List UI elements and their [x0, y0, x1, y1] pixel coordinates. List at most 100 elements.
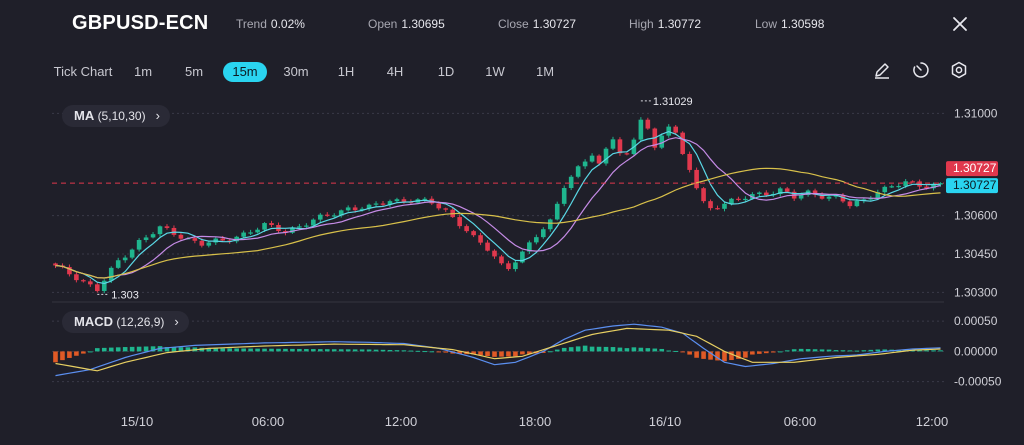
candle [847, 201, 853, 207]
macd-histogram-bar [596, 346, 602, 352]
candle [108, 267, 114, 281]
candle [122, 257, 128, 261]
timeframe-1h[interactable]: 1H [337, 64, 355, 79]
candle [464, 226, 469, 232]
macd-tick-label: 0.00000 [954, 344, 998, 358]
chevron-right-icon: › [174, 314, 179, 329]
macd-histogram-bar [345, 349, 351, 352]
macd-histogram-bar [101, 347, 107, 352]
candle [659, 135, 665, 148]
timeframe-1d[interactable]: 1D [437, 64, 455, 79]
candle [743, 198, 748, 201]
candle [143, 237, 149, 240]
price-tick-label: 1.30600 [954, 209, 998, 223]
macd-histogram-bar [88, 351, 93, 353]
macd-histogram-bar [729, 351, 734, 361]
candle [736, 198, 741, 200]
macd-histogram-bar [241, 348, 246, 352]
candle [826, 196, 832, 199]
macd-indicator-pill[interactable]: MACD (12,26,9) › [62, 311, 189, 333]
macd-histogram-bar [290, 348, 295, 352]
macd-histogram-bar [854, 350, 860, 352]
ma-indicator-pill[interactable]: MA (5,10,30) › [62, 105, 170, 127]
candle [603, 148, 609, 164]
macd-histogram-bar [213, 348, 219, 352]
macd-histogram-bar [178, 347, 184, 352]
signal-line [55, 327, 941, 372]
candle [534, 237, 539, 243]
macd-histogram-bar [631, 347, 637, 352]
timeframe-1w[interactable]: 1W [485, 64, 505, 79]
timeframe-5m[interactable]: 5m [184, 64, 204, 79]
settings-icon[interactable] [949, 60, 969, 80]
macd-histogram-bar [861, 350, 867, 352]
symbol-title: GBPUSD-ECN [72, 12, 209, 34]
timeframe-1m[interactable]: 1m [133, 64, 153, 79]
candle [255, 229, 260, 233]
macd-histogram-bar [394, 350, 400, 352]
candle [331, 215, 337, 217]
macd-line [55, 323, 941, 377]
macd-histogram-bar [359, 349, 365, 352]
macd-histogram-bar [108, 347, 114, 352]
macd-histogram-bar [938, 350, 943, 352]
macd-histogram-bar [617, 347, 623, 352]
macd-histogram-bar [506, 351, 511, 357]
macd-histogram-bar [150, 346, 156, 352]
macd-histogram-bar [136, 346, 142, 352]
candle [513, 262, 518, 270]
macd-histogram-bar [770, 351, 776, 353]
macd-histogram-bar [283, 348, 288, 352]
candle [589, 155, 595, 162]
candle [784, 188, 790, 192]
macd-histogram-bar [743, 351, 748, 358]
macd-histogram-bar [882, 349, 888, 352]
ma-name: MA [74, 108, 95, 123]
timer-icon[interactable] [911, 60, 931, 80]
timeframe-30m[interactable]: 30m [283, 64, 309, 79]
candle [422, 198, 428, 200]
macd-histogram-bar [387, 349, 393, 352]
macd-histogram-bar [74, 351, 79, 356]
macd-histogram-bar [471, 351, 476, 355]
macd-histogram-bar [847, 350, 853, 352]
macd-histogram-bar [60, 351, 65, 361]
timeframe-4h[interactable]: 4H [386, 64, 404, 79]
candle [366, 204, 372, 209]
macd-histogram-bar [840, 350, 846, 352]
macd-tick-label: 0.00050 [954, 314, 998, 328]
candle [380, 203, 386, 205]
timeframe-tick-chart[interactable]: Tick Chart [53, 64, 113, 79]
candle [673, 126, 679, 133]
pencil-icon[interactable] [872, 60, 892, 80]
macd-histogram-bar [784, 350, 790, 352]
macd-histogram-bar [750, 351, 755, 355]
candle [352, 207, 358, 211]
candle [359, 208, 365, 211]
macd-histogram-bar [547, 351, 553, 353]
candle [88, 281, 93, 285]
candle [199, 240, 205, 246]
timeframe-1mo[interactable]: 1M [535, 64, 555, 79]
macd-histogram-bar [722, 351, 727, 362]
macd-histogram-bar [833, 350, 839, 352]
macd-histogram-bar [311, 349, 316, 352]
candle [561, 188, 567, 204]
candle [304, 225, 309, 227]
timeframe-15m[interactable]: 15m [223, 62, 267, 82]
macd-histogram-bar [568, 347, 574, 352]
time-tick-label: 12:00 [916, 414, 949, 429]
macd-histogram-bar [415, 350, 421, 352]
macd-params: (12,26,9) [116, 315, 165, 329]
candle [910, 181, 915, 183]
macd-histogram-bar [53, 351, 58, 363]
close-icon[interactable] [950, 14, 970, 34]
candle [457, 217, 462, 227]
macd-histogram-bar [826, 349, 832, 352]
macd-histogram-bar [715, 351, 720, 361]
candle [387, 201, 393, 205]
candle [290, 227, 295, 233]
macd-histogram-bar [129, 346, 135, 352]
candle [882, 186, 888, 193]
